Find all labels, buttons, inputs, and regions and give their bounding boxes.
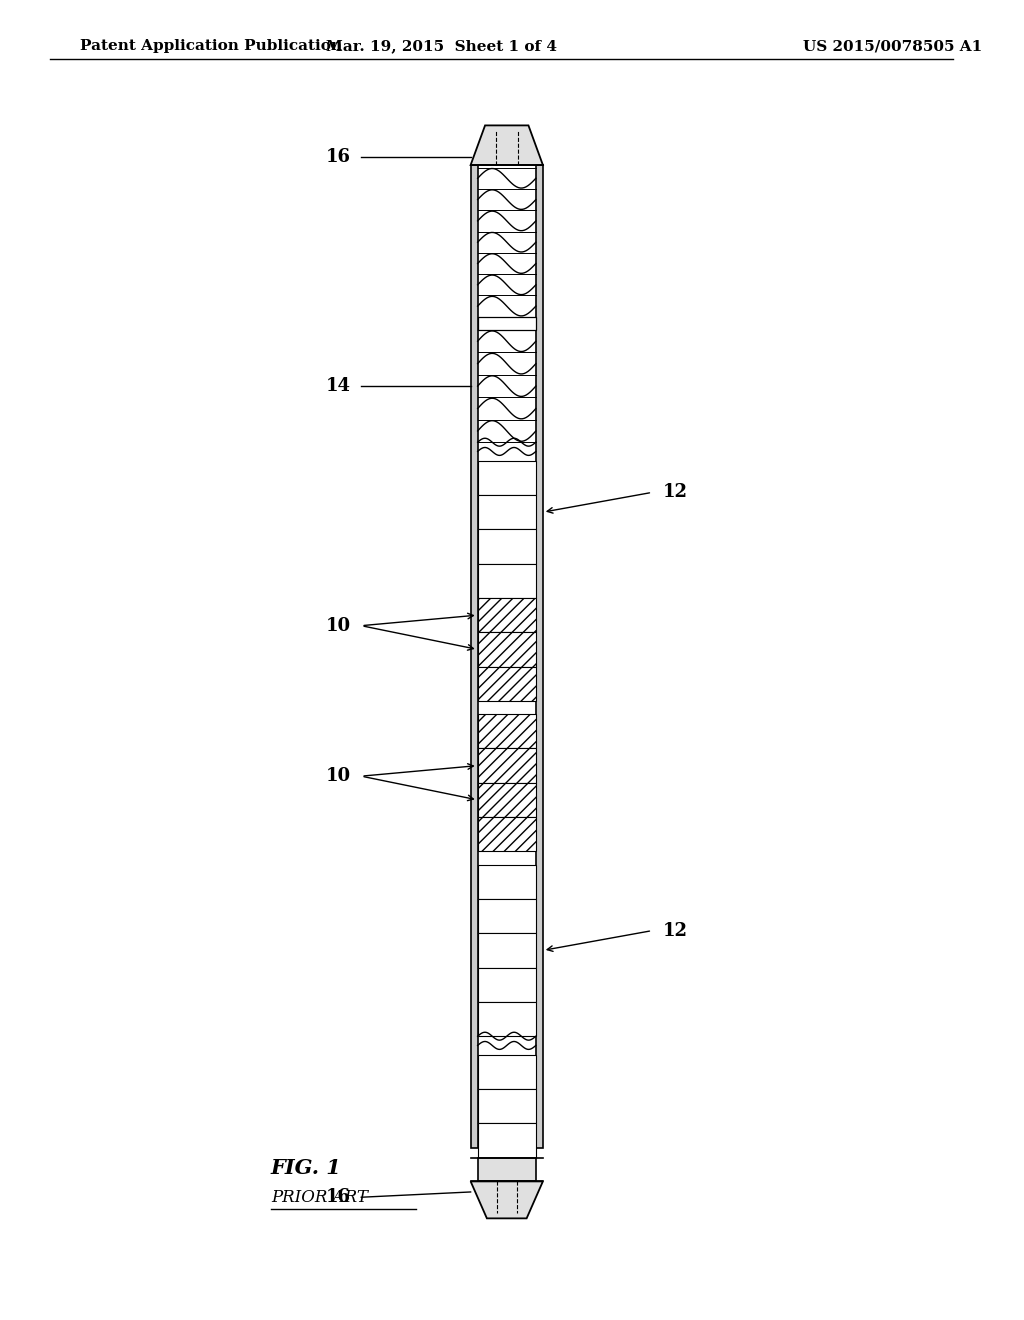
Bar (477, 783, 536, 817)
Bar (471, 165, 477, 1148)
Bar (477, 598, 536, 632)
Bar (477, 968, 536, 1002)
Bar (477, 899, 536, 933)
Bar (477, 495, 536, 529)
Bar (477, 1123, 536, 1158)
Text: Mar. 19, 2015  Sheet 1 of 4: Mar. 19, 2015 Sheet 1 of 4 (326, 40, 557, 53)
Bar (477, 564, 536, 598)
Bar (477, 317, 536, 330)
Bar (477, 461, 536, 495)
Bar (477, 632, 536, 667)
Text: 16: 16 (327, 148, 351, 166)
Bar (477, 1158, 536, 1181)
Text: 12: 12 (663, 483, 687, 502)
Text: 12: 12 (663, 921, 687, 940)
Text: 10: 10 (326, 767, 351, 785)
Text: FIG. 1: FIG. 1 (271, 1158, 342, 1179)
Bar (477, 667, 536, 701)
Text: 16: 16 (327, 1188, 351, 1206)
Bar (477, 1002, 536, 1036)
Bar (477, 1089, 536, 1123)
Bar (477, 714, 536, 748)
Bar (536, 165, 543, 1148)
Bar (477, 1055, 536, 1089)
Bar (477, 748, 536, 783)
Text: PRIOR ART: PRIOR ART (271, 1189, 368, 1205)
Text: 10: 10 (326, 616, 351, 635)
Text: Patent Application Publication: Patent Application Publication (80, 40, 342, 53)
Bar (477, 933, 536, 968)
Polygon shape (471, 1181, 543, 1218)
Polygon shape (471, 125, 543, 165)
Text: US 2015/0078505 A1: US 2015/0078505 A1 (803, 40, 982, 53)
Text: 14: 14 (327, 378, 351, 395)
Bar (477, 817, 536, 851)
Bar (477, 865, 536, 899)
Bar (477, 529, 536, 564)
